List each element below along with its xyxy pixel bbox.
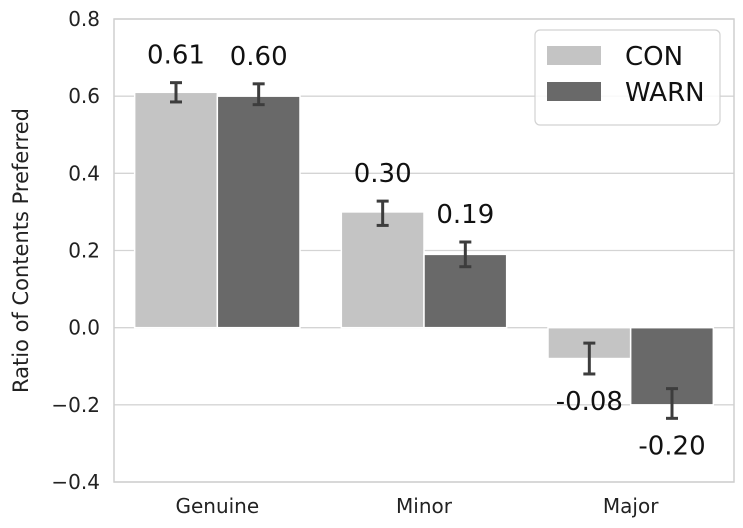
y-tick-label: 0.6	[68, 84, 100, 108]
data-label: -0.20	[638, 431, 705, 461]
y-tick-label: 0.2	[68, 239, 100, 263]
y-tick-label: −0.4	[51, 470, 100, 494]
error-bars	[170, 81, 678, 420]
y-axis-ticks: −0.4 −0.2 0.0 0.2 0.4 0.6 0.8	[51, 7, 100, 494]
legend-swatch	[547, 82, 601, 101]
bars	[133, 91, 715, 406]
y-tick-label: 0.0	[68, 316, 100, 340]
y-tick-label: −0.2	[51, 393, 100, 417]
y-tick-label: 0.4	[68, 161, 100, 185]
legend-swatch	[547, 46, 601, 65]
x-tick-label: Major	[603, 494, 659, 518]
data-label: 0.30	[354, 159, 412, 189]
y-axis-title: Ratio of Contents Preferred	[9, 108, 33, 393]
y-tick-label: 0.8	[68, 7, 100, 31]
legend-label: WARN	[625, 78, 705, 108]
x-tick-label: Minor	[396, 494, 453, 518]
data-label: -0.08	[556, 387, 623, 417]
legend-label: CON	[625, 42, 683, 72]
data-labels: 0.61 0.30 -0.08 0.60 0.19 -0.20	[147, 41, 706, 462]
data-label: 0.60	[230, 42, 288, 72]
bar	[340, 211, 425, 329]
x-tick-label: Genuine	[175, 494, 259, 518]
bar	[133, 91, 219, 329]
bar	[216, 95, 301, 329]
x-axis-ticks: Genuine Minor Major	[175, 494, 659, 518]
legend: CON WARN	[534, 29, 721, 126]
data-label: 0.19	[436, 200, 494, 230]
data-label: 0.61	[147, 41, 205, 71]
plot-frame	[113, 18, 735, 483]
